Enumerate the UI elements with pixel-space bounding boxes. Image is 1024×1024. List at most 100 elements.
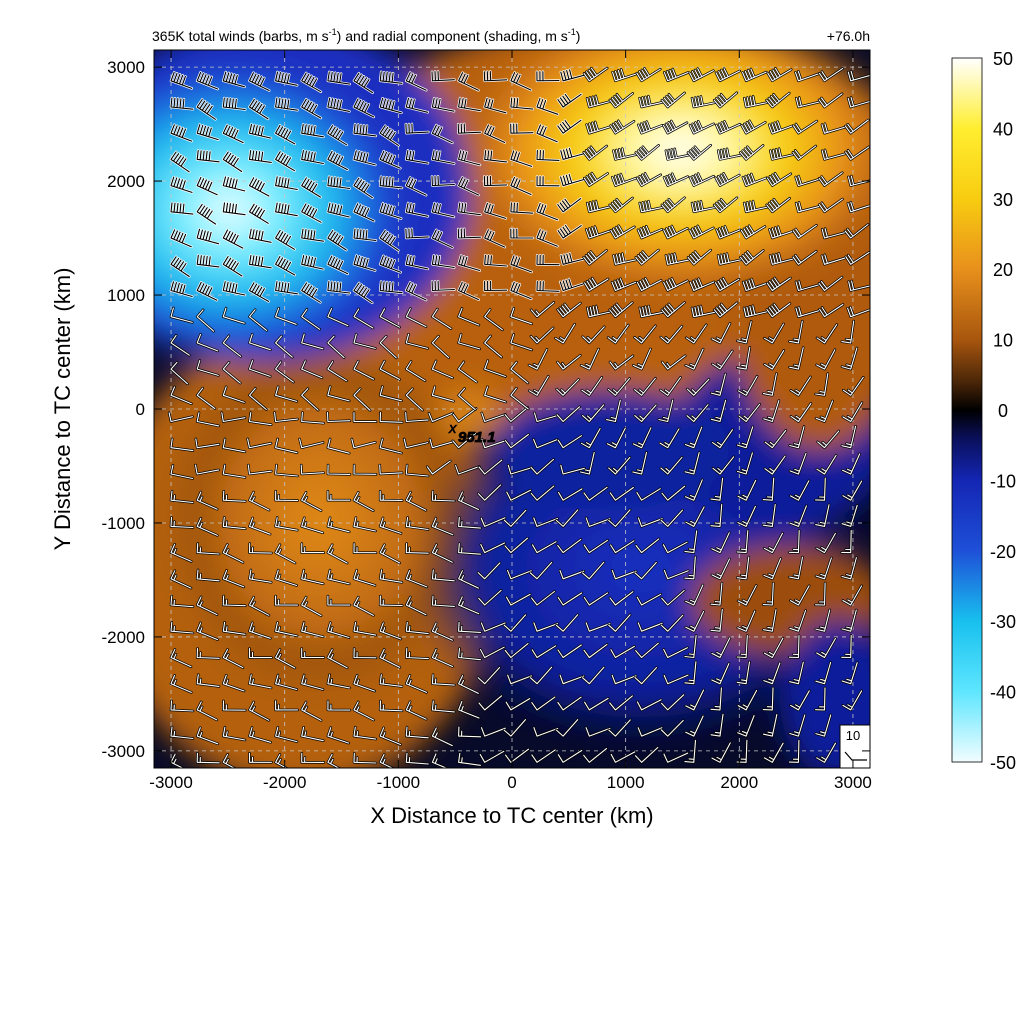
wind-barb — [634, 561, 657, 580]
wind-barb — [222, 97, 246, 111]
wind-barb — [583, 172, 609, 187]
wind-barb — [222, 202, 246, 216]
wind-barb — [766, 92, 790, 108]
wind-barb — [607, 324, 629, 344]
wind-barb — [299, 438, 324, 449]
reference-barb-symbol — [844, 751, 867, 761]
wind-barb — [586, 121, 611, 134]
wind-barb — [327, 386, 350, 402]
wind-barb — [405, 412, 429, 423]
wind-barb — [762, 504, 776, 527]
wind-barb — [795, 306, 821, 318]
wind-barb — [506, 489, 532, 501]
wind-barb — [431, 124, 453, 144]
wind-barb — [505, 698, 531, 711]
wind-barb — [248, 726, 272, 743]
wind-barb — [581, 561, 605, 580]
wind-barb — [405, 176, 427, 196]
wind-barb — [196, 569, 220, 582]
wind-barb — [637, 622, 663, 632]
wind-barb — [222, 124, 244, 144]
wind-barb — [301, 123, 324, 138]
wind-barb — [353, 360, 375, 380]
colorbar-tick-label: 30 — [993, 190, 1013, 210]
wind-barb — [560, 69, 585, 82]
wind-barb — [795, 175, 820, 187]
wind-barb — [431, 595, 455, 607]
wind-barb — [737, 715, 755, 737]
wind-barb — [821, 228, 847, 239]
wind-barb — [737, 479, 757, 501]
wind-barb — [301, 491, 322, 512]
wind-barb — [583, 643, 608, 659]
wind-barb — [819, 303, 844, 318]
wind-barb — [458, 281, 480, 301]
wind-barb — [842, 376, 864, 396]
wind-barb — [815, 504, 830, 527]
wind-barb — [275, 648, 296, 669]
wind-barb — [685, 348, 704, 370]
wind-barb — [327, 97, 350, 112]
tc-core — [440, 387, 500, 443]
wind-barb — [301, 360, 323, 379]
wind-barb — [275, 674, 298, 691]
wind-barb — [301, 647, 325, 659]
wind-barb — [847, 306, 870, 318]
wind-barb — [275, 335, 293, 358]
wind-barb — [274, 412, 299, 423]
wind-barb — [379, 753, 394, 768]
wind-barb — [196, 543, 220, 555]
wind-barb — [275, 229, 296, 250]
wind-barb — [353, 596, 374, 616]
wind-barb — [636, 699, 662, 711]
wind-barb — [222, 569, 245, 588]
wind-barb — [611, 278, 637, 292]
wind-barb — [458, 255, 481, 272]
wind-barb — [379, 700, 403, 712]
wind-barb — [766, 277, 791, 292]
wind-barb — [431, 386, 455, 402]
wind-barb — [170, 648, 192, 668]
wind-barb — [196, 412, 220, 427]
wind-barb — [742, 173, 768, 187]
wind-barb — [431, 490, 455, 502]
wind-barb — [580, 428, 601, 449]
wind-barb — [327, 360, 348, 382]
wind-barb — [612, 68, 637, 82]
wind-barb — [763, 557, 782, 580]
wind-barb — [222, 307, 245, 324]
wind-barb — [531, 696, 556, 711]
wind-barb — [431, 280, 455, 292]
colorbar-tick-label: -40 — [990, 683, 1016, 703]
wind-barb — [585, 517, 611, 527]
wind-barb — [639, 200, 664, 213]
y-tick-label: 3000 — [107, 58, 145, 77]
wind-barb — [684, 452, 700, 475]
wind-barb — [610, 225, 635, 239]
positive-core-northeast — [450, 50, 870, 300]
wind-barb — [248, 412, 272, 426]
colorbar-scale — [951, 57, 983, 763]
wind-barb — [327, 307, 349, 327]
y-tick-label: 0 — [136, 400, 145, 419]
wind-barb — [379, 386, 403, 402]
wind-barb — [789, 661, 804, 685]
wind-barb — [818, 172, 843, 187]
wind-barb — [533, 412, 559, 423]
wind-barb — [530, 590, 555, 606]
wind-barb — [528, 375, 549, 396]
wind-barb — [815, 609, 831, 632]
wind-barb — [685, 506, 705, 527]
colorbar-tick-label: 0 — [998, 401, 1008, 421]
wind-barb — [556, 406, 581, 423]
wind-barb — [405, 97, 429, 113]
wind-barb — [536, 176, 560, 187]
wind-barb — [557, 644, 582, 659]
wind-barb — [741, 120, 766, 134]
wind-barb — [222, 176, 246, 192]
wind-barb — [714, 277, 740, 292]
wind-barb — [327, 622, 350, 639]
wind-barb — [788, 320, 803, 344]
wind-barb — [711, 532, 730, 554]
wind-barb — [481, 438, 507, 449]
